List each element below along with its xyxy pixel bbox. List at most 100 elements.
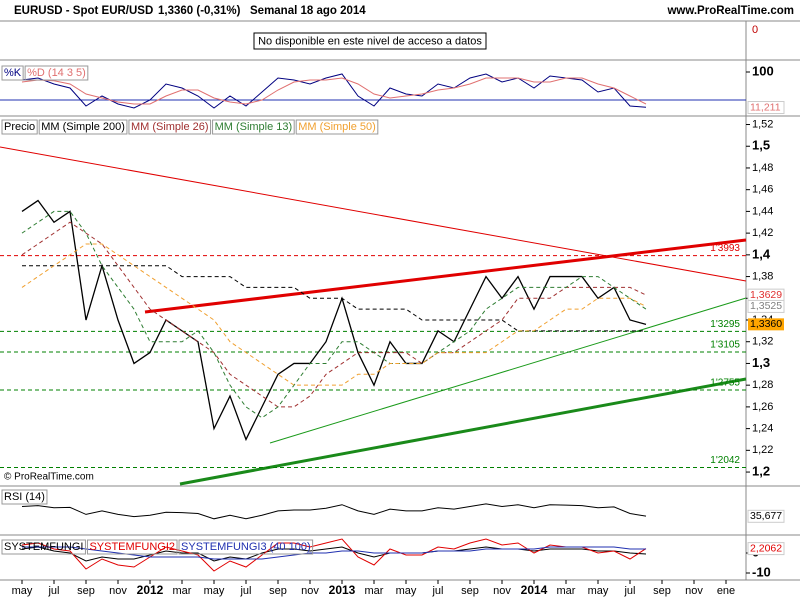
- x-tick-label: sep: [461, 585, 479, 597]
- x-tick-label: nov: [301, 585, 319, 597]
- level-label: 1'3295: [710, 319, 740, 330]
- legend-box: [212, 119, 295, 135]
- last-value-label: 35,677: [750, 510, 782, 522]
- last-value-box: [747, 542, 785, 556]
- series-line: [21, 210, 647, 419]
- legend-entry: MM (Simple 200): [41, 121, 125, 133]
- notice-scale: 0: [752, 24, 758, 36]
- y-tick-label: -10: [752, 564, 771, 579]
- x-tick-label: mar: [365, 585, 384, 597]
- level-label: 1'2042: [710, 455, 740, 466]
- legend-entry: MM (Simple 13): [215, 121, 293, 133]
- x-tick-label: nov: [493, 585, 511, 597]
- y-tick-label: 1,44: [752, 205, 773, 217]
- legend-entry: Precio: [4, 121, 35, 133]
- series-line: [21, 538, 647, 572]
- last-value-label: 1,3525: [750, 300, 782, 312]
- x-tick-label: sep: [269, 585, 287, 597]
- series-line: [21, 546, 647, 562]
- y-tick-label: 100: [752, 63, 774, 78]
- site: www.ProRealTime.com: [666, 5, 794, 17]
- legend-box: [24, 65, 89, 81]
- x-tick-label: nov: [685, 585, 703, 597]
- last-value-box: [747, 509, 785, 523]
- x-tick-label: nov: [109, 585, 127, 597]
- series-line: [21, 77, 647, 105]
- legend-entry: SYSTEMFUNGI3 (40 100): [181, 541, 311, 553]
- series-line: [21, 503, 647, 520]
- legend-entry: SYSTEMFUNGI2: [89, 541, 175, 553]
- legend-box: [128, 119, 212, 135]
- x-tick-label: sep: [77, 585, 95, 597]
- y-tick-label: 1,3: [752, 355, 770, 370]
- notice-box: [253, 32, 487, 50]
- last-value-box: [748, 318, 784, 331]
- legend-box: [38, 119, 128, 135]
- x-tick-label: mar: [557, 585, 576, 597]
- y-tick-label: 1,4: [752, 246, 771, 261]
- y-tick-label: 1,42: [752, 227, 773, 239]
- series-line: [21, 221, 647, 408]
- x-tick-label: 2014: [521, 583, 548, 597]
- trend-line: [179, 377, 747, 486]
- x-tick-label: jul: [431, 585, 443, 597]
- series-line: [21, 243, 647, 386]
- legend-entry: MM (Simple 26): [131, 121, 209, 133]
- copyright: © ProRealTime.com: [4, 472, 94, 483]
- legend-entry: SYSTEMFUNGI: [4, 541, 83, 553]
- y-tick-label: 1,32: [752, 336, 773, 348]
- legend-box: [1, 65, 24, 81]
- legend-box: [86, 539, 178, 555]
- y-tick-label: 1,2: [752, 463, 770, 478]
- x-tick-label: jul: [47, 585, 59, 597]
- legend-box: [1, 539, 86, 555]
- legend-entry: %K: [4, 67, 22, 79]
- legend-box: [1, 489, 48, 505]
- x-tick-label: sep: [653, 585, 671, 597]
- level-label: 1'2755: [710, 378, 740, 389]
- y-tick-label: 1,52: [752, 118, 773, 130]
- last-value-label: 11,211: [750, 101, 781, 113]
- last-value-label: 2,2062: [750, 542, 782, 554]
- x-tick-label: 2013: [329, 583, 356, 597]
- level-label: 1'3993: [710, 243, 740, 254]
- trend-line: [144, 238, 747, 314]
- legend-box: [1, 119, 38, 135]
- last-value-label: 1,3629: [750, 289, 782, 301]
- last-value-label: 1,3360: [750, 318, 782, 330]
- legend-box: [295, 119, 379, 135]
- symbol: EURUSD - Spot EUR/USD: [14, 5, 153, 17]
- legend-box: [178, 539, 314, 555]
- trend-line: [269, 297, 747, 444]
- y-tick-label: 1,26: [752, 401, 773, 413]
- x-tick-label: 2012: [137, 583, 164, 597]
- y-tick-label: 1,48: [752, 162, 773, 174]
- x-tick-label: ene: [717, 585, 735, 597]
- series-line: [22, 265, 646, 332]
- y-tick-label: 1,38: [752, 270, 773, 282]
- series-line: [21, 199, 647, 442]
- x-tick-label: jul: [623, 585, 635, 597]
- legend-entry: MM (Simple 50): [298, 121, 376, 133]
- level-label: 1'3105: [710, 340, 740, 351]
- notice: No disponible en este nivel de acceso a …: [258, 35, 482, 47]
- x-tick-label: may: [396, 585, 417, 597]
- x-tick-label: may: [12, 585, 33, 597]
- y-tick-label: 1,28: [752, 379, 773, 391]
- last-value-box: [747, 299, 785, 313]
- x-tick-label: may: [204, 585, 225, 597]
- last-value-box: [747, 101, 785, 115]
- y-tick-label: 1,46: [752, 184, 773, 196]
- x-tick-label: jul: [239, 585, 251, 597]
- y-tick-label: 1,24: [752, 423, 773, 435]
- legend-entry: RSI (14): [4, 491, 45, 503]
- trend-line: [0, 146, 747, 282]
- period: Semanal 18 ago 2014: [250, 5, 366, 17]
- y-tick-label: 1,22: [752, 444, 773, 456]
- x-tick-label: mar: [173, 585, 192, 597]
- x-tick-label: may: [588, 585, 609, 597]
- quote: 1,3360 (-0,31%): [158, 5, 241, 17]
- legend-entry: %D (14 3 5): [27, 67, 86, 79]
- y-tick-label: 1,5: [752, 138, 770, 153]
